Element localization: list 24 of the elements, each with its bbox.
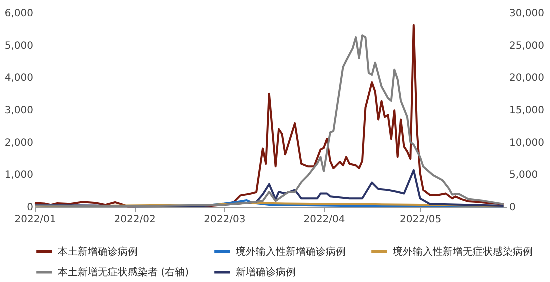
legend-label: 本土新增确诊病例 [58,246,138,258]
y-tick-label: 4,000 [4,73,34,84]
y2-tick-label: 5,000 [510,170,538,182]
y2-tick-label: 30,000 [510,8,544,20]
y-tick-label: 1,000 [4,170,34,182]
y2-tick-label: 25,000 [510,40,544,52]
y-tick-label: 5,000 [4,40,34,52]
x-tick-label: 2022/01 [14,214,56,226]
y-tick-label: 2,000 [4,138,34,149]
legend-label: 境外输入性新增无症状感染病例 [392,246,533,258]
y-tick-label: 6,000 [4,8,34,20]
y-tick-label: 3,000 [4,106,34,116]
x-tick-label: 2022/03 [204,214,246,226]
x-tick-label: 2022/04 [304,214,346,226]
legend-label: 境外输入性新增确诊病例 [235,246,346,258]
y2-tick-label: 0 [510,202,516,214]
y2-tick-label: 15,000 [510,106,544,116]
x-tick-label: 2022/05 [400,214,442,226]
y-tick-label: 0 [27,202,34,214]
legend-label: 新增确诊病例 [236,266,296,278]
y2-tick-label: 20,000 [510,73,544,84]
legend-label: 本土新增无症状感染者 (右轴) [58,266,190,278]
x-tick-label: 2022/02 [114,214,156,226]
y2-tick-label: 10,000 [510,138,544,149]
